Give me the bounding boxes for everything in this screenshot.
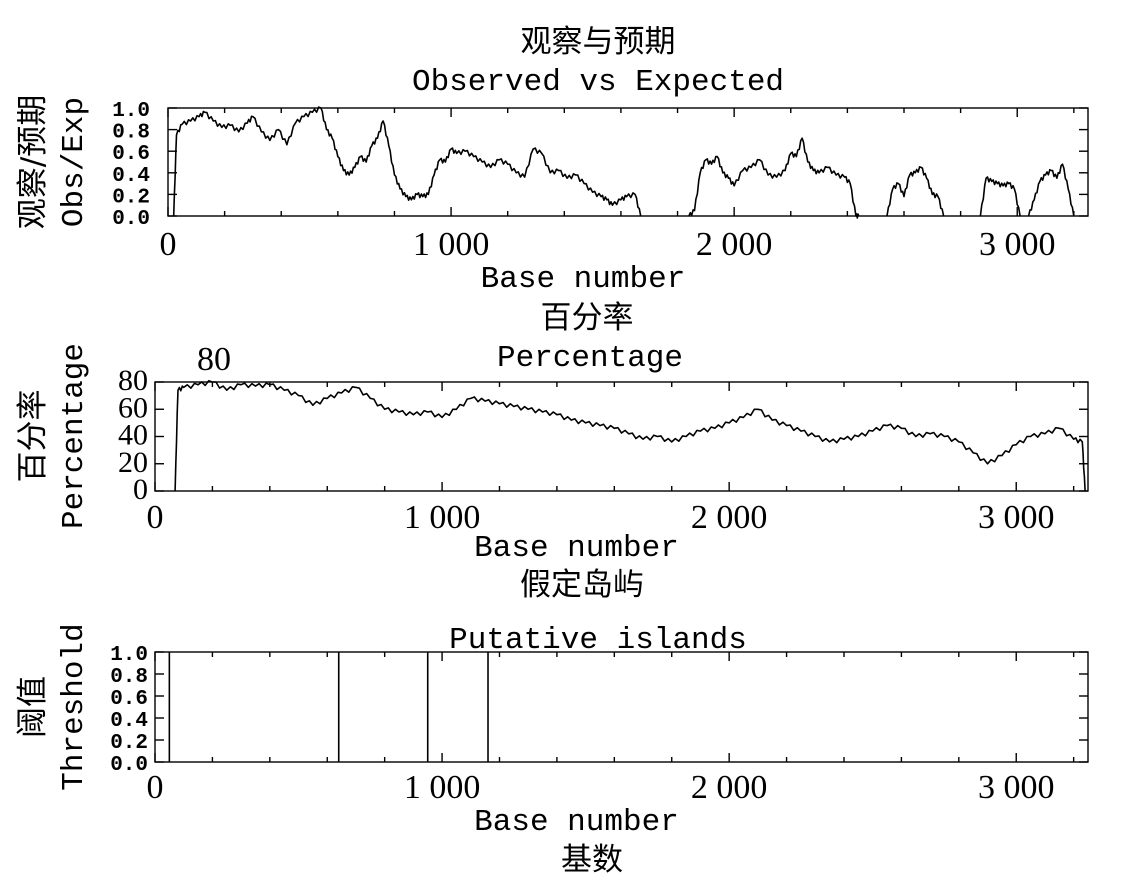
y-tick-label: 0 (133, 473, 148, 506)
x-axis-label: Base number (474, 805, 679, 840)
series-line-3 (979, 176, 1021, 217)
chart-title: 观察与预期 (521, 24, 676, 60)
y-axis-label-cn: 阈值 (15, 676, 51, 738)
x-tick-label: 3 000 (978, 769, 1055, 806)
y-tick-label: 0.0 (112, 208, 150, 231)
x-axis-label-cn: 基数 (561, 842, 623, 878)
series-line-0 (172, 106, 642, 217)
y-tick-label: 0.4 (110, 710, 148, 733)
series-line-0 (174, 379, 1086, 492)
series-line-4 (1027, 163, 1075, 217)
x-tick-label: 3 000 (978, 499, 1055, 536)
y-tick-label: 0.2 (112, 186, 150, 209)
y-tick-label: 80 (118, 364, 148, 397)
chart-title: 百分率 (541, 300, 634, 336)
chart-subtitle: Percentage (497, 341, 683, 376)
y-tick-label: 0.6 (112, 143, 150, 166)
y-tick-label: 0.2 (110, 732, 148, 755)
y-tick-label: 40 (118, 419, 148, 452)
x-axis-label: Base number (481, 262, 686, 297)
y-tick-label: 0.6 (110, 688, 148, 711)
y-tick-label: 0.8 (112, 122, 150, 145)
chart-annotation: 80 (197, 341, 231, 378)
x-tick-label: 3 000 (979, 226, 1056, 263)
y-tick-label: 60 (118, 391, 148, 424)
y-tick-label: 1.0 (112, 100, 150, 123)
chart-subtitle: Observed vs Expected (412, 65, 784, 100)
y-tick-label: 0.8 (110, 666, 148, 689)
y-axis-label-cn: 观察/预期 (15, 95, 51, 229)
x-tick-label: 1 000 (404, 769, 481, 806)
x-tick-label: 2 000 (691, 499, 768, 536)
chart-subtitle: Putative islands (449, 623, 747, 658)
x-tick-label: 2 000 (696, 226, 773, 263)
x-tick-label: 0 (160, 226, 177, 263)
x-axis-label: Base number (474, 531, 679, 566)
series-line-2 (886, 166, 945, 217)
x-tick-label: 0 (147, 769, 164, 806)
y-tick-label: 1.0 (110, 644, 148, 667)
x-tick-label: 1 000 (413, 226, 490, 263)
y-tick-label: 0.4 (112, 165, 150, 188)
y-axis-label-cn: 百分率 (15, 390, 51, 483)
chart-panel-putative-islands: 假定岛屿 Putative islands 0.00.20.40.60.81.0 0 1… (15, 567, 1089, 878)
plot-frame (167, 107, 1089, 217)
x-tick-label: 0 (147, 499, 164, 536)
y-tick-label: 0.0 (110, 754, 148, 777)
y-axis-label-en: Obs/Exp (57, 97, 92, 227)
y-tick-label: 20 (118, 446, 148, 479)
x-tick-label: 2 000 (691, 769, 768, 806)
chart-title: 假定岛屿 (520, 567, 644, 603)
series-line-1 (688, 137, 860, 219)
y-axis-label-en: Percentage (57, 343, 92, 529)
plot-frame (154, 651, 1089, 763)
chart-panel-obs-exp: 观察与预期 Observed vs Expected 0.00.20.40.60.8… (15, 24, 1089, 297)
y-axis-label-en: Threshold (57, 623, 92, 790)
x-tick-label: 1 000 (404, 499, 481, 536)
